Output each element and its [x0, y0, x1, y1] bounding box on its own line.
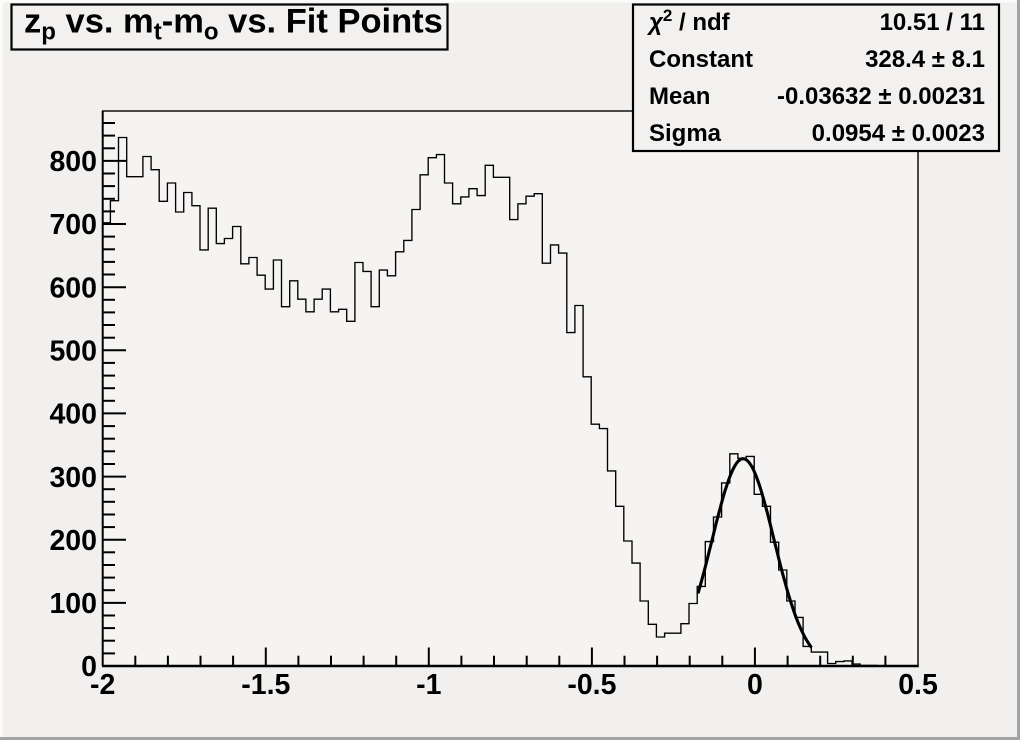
- svg-text:800: 800: [49, 146, 97, 178]
- svg-text:-0.03632 ± 0.00231: -0.03632 ± 0.00231: [777, 83, 985, 110]
- svg-text:Sigma: Sigma: [649, 120, 722, 147]
- svg-text:Mean: Mean: [649, 83, 710, 110]
- svg-text:Constant: Constant: [649, 46, 753, 73]
- svg-text:-1.5: -1.5: [241, 669, 290, 701]
- svg-text:0: 0: [747, 669, 763, 701]
- svg-text:300: 300: [49, 462, 97, 494]
- svg-text:700: 700: [49, 209, 97, 241]
- svg-text:0.0954 ± 0.0023: 0.0954 ± 0.0023: [812, 120, 985, 147]
- svg-text:600: 600: [49, 272, 97, 304]
- svg-text:0: 0: [81, 651, 97, 683]
- svg-text:500: 500: [49, 336, 97, 368]
- svg-text:-2: -2: [90, 669, 115, 701]
- svg-text:zp vs. mt-mo vs. Fit Points: zp vs. mt-mo vs. Fit Points: [24, 3, 443, 46]
- svg-text:400: 400: [49, 399, 97, 431]
- svg-text:0.5: 0.5: [898, 669, 938, 701]
- svg-text:328.4 ± 8.1: 328.4 ± 8.1: [865, 46, 985, 73]
- svg-text:χ2 / ndf: χ2 / ndf: [646, 6, 731, 36]
- svg-text:-1: -1: [416, 669, 441, 701]
- svg-text:200: 200: [49, 525, 97, 557]
- svg-text:100: 100: [49, 588, 97, 620]
- svg-text:10.51 / 11: 10.51 / 11: [880, 9, 985, 36]
- svg-text:-0.5: -0.5: [567, 669, 616, 701]
